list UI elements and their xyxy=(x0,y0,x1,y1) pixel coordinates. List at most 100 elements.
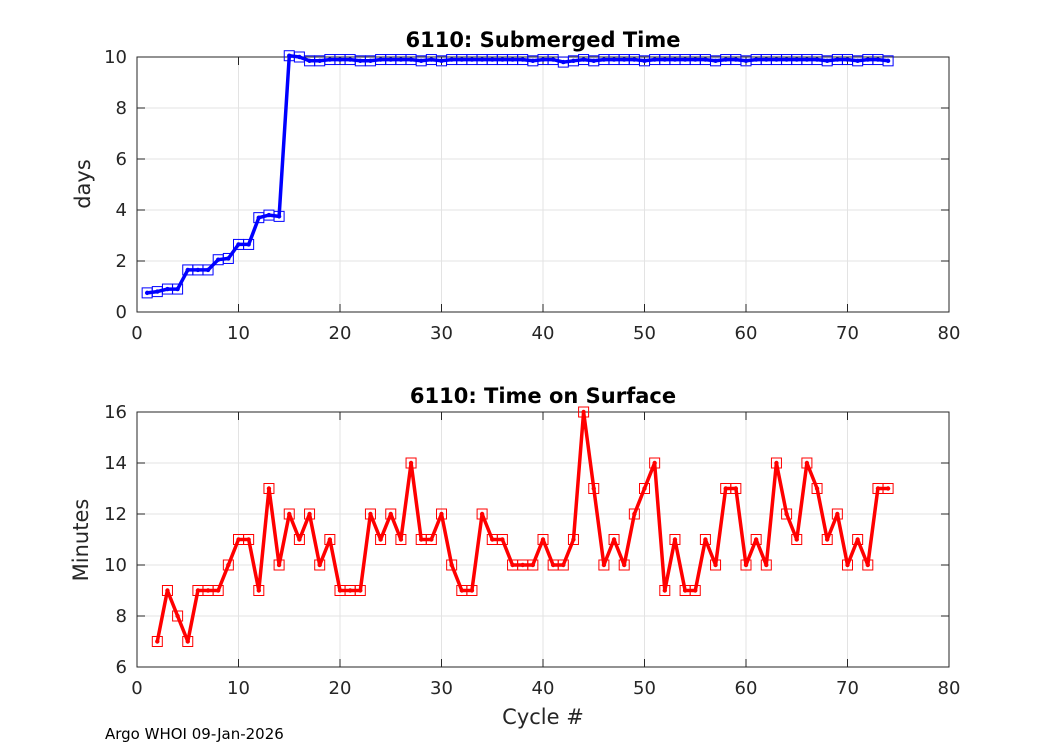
data-point xyxy=(885,58,891,64)
data-point xyxy=(784,511,789,517)
data-point-marker xyxy=(375,534,387,545)
x-tick-label: 0 xyxy=(131,323,142,344)
data-point-marker xyxy=(882,55,894,67)
data-point xyxy=(703,57,708,62)
data-point xyxy=(266,486,272,491)
data-point xyxy=(682,57,688,62)
data-point xyxy=(358,58,363,64)
data-point-marker xyxy=(852,534,864,545)
data-point xyxy=(835,57,840,62)
data-point xyxy=(601,562,607,568)
data-point-marker xyxy=(791,534,803,545)
data-point xyxy=(266,212,272,218)
data-point xyxy=(185,639,190,644)
y-tick-label: 6 xyxy=(116,149,127,170)
data-point xyxy=(703,537,708,542)
data-point xyxy=(622,562,627,568)
data-point-marker xyxy=(425,534,437,545)
data-point xyxy=(733,57,739,62)
data-point xyxy=(733,486,739,491)
x-tick-label: 60 xyxy=(735,323,758,344)
data-point-marker xyxy=(172,610,184,622)
data-point xyxy=(307,58,312,64)
data-point xyxy=(510,562,515,568)
data-point xyxy=(662,57,667,62)
data-point xyxy=(216,588,221,593)
y-axis-label: days xyxy=(71,159,95,209)
data-point-marker xyxy=(821,534,833,545)
data-point xyxy=(581,409,586,415)
data-point-marker xyxy=(588,483,600,494)
data-point xyxy=(825,58,830,64)
data-point xyxy=(155,639,160,644)
time-on-surface-panel: 6110: Time on Surface Minutes Cycle # 0 1… xyxy=(69,384,960,729)
data-point-marker xyxy=(537,534,549,545)
data-point xyxy=(500,57,505,62)
data-point xyxy=(479,511,485,517)
data-point-marker xyxy=(253,585,265,596)
y-axis-label: Minutes xyxy=(69,499,93,582)
data-point xyxy=(520,562,525,568)
x-tick-label: 10 xyxy=(227,678,250,699)
data-point xyxy=(743,562,749,568)
data-point xyxy=(368,511,373,517)
data-point xyxy=(490,57,495,62)
data-point-marker xyxy=(243,534,255,545)
data-point xyxy=(794,57,799,62)
data-point xyxy=(236,537,241,542)
data-point xyxy=(753,537,759,542)
data-point-marker xyxy=(639,483,650,494)
y-tick-label: 6 xyxy=(116,657,127,678)
data-point xyxy=(632,511,637,517)
data-point xyxy=(561,59,566,65)
data-point xyxy=(652,57,657,62)
data-point-marker xyxy=(364,508,376,520)
data-point xyxy=(276,214,282,219)
data-point xyxy=(723,486,728,491)
data-point-marker xyxy=(730,483,742,494)
data-point-marker xyxy=(476,508,488,520)
data-point xyxy=(469,588,475,593)
data-point xyxy=(459,57,464,62)
data-point xyxy=(581,57,586,62)
data-point xyxy=(175,613,180,619)
data-point-marker xyxy=(760,559,772,571)
data-point xyxy=(429,57,434,62)
data-point xyxy=(165,286,170,292)
data-point-marker xyxy=(567,534,579,545)
y-tick-label: 8 xyxy=(116,606,127,627)
data-point xyxy=(632,57,637,62)
submerged-time-panel: 6110: Submerged Time days 0 10 20 30 40 50 60 7… xyxy=(71,28,960,344)
x-tick-label: 40 xyxy=(532,678,555,699)
data-point xyxy=(550,57,556,62)
x-tick-label: 10 xyxy=(227,323,250,344)
data-point xyxy=(561,562,566,568)
data-point xyxy=(591,58,596,64)
x-tick-label: 80 xyxy=(938,323,961,344)
data-point-marker xyxy=(283,508,295,520)
data-point-marker xyxy=(669,534,681,545)
data-point-marker xyxy=(811,483,823,494)
data-point-marker xyxy=(243,238,255,250)
data-point xyxy=(865,57,870,62)
data-point xyxy=(540,537,546,542)
data-point xyxy=(175,286,180,292)
data-point xyxy=(622,57,627,62)
x-tick-label: 70 xyxy=(836,323,859,344)
data-point-marker xyxy=(212,585,224,596)
data-point xyxy=(276,562,282,568)
x-tick-label: 20 xyxy=(329,678,352,699)
data-point xyxy=(764,562,769,568)
data-point xyxy=(347,57,353,62)
y-tick-label: 4 xyxy=(116,200,127,221)
data-point-marker xyxy=(222,252,234,264)
data-point-marker xyxy=(770,457,782,469)
data-point xyxy=(764,57,769,62)
data-point-marker xyxy=(862,559,874,571)
data-point-marker xyxy=(618,559,630,571)
y-tick-label: 12 xyxy=(104,504,127,525)
data-point xyxy=(256,215,261,220)
data-point xyxy=(449,57,454,62)
data-point xyxy=(195,588,201,593)
data-point xyxy=(246,242,251,247)
